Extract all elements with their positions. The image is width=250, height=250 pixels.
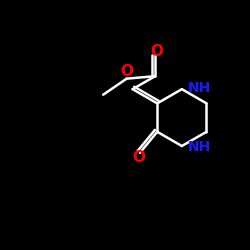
Text: NH: NH [188,81,211,95]
Text: NH: NH [188,140,211,154]
Text: O: O [132,150,145,165]
Text: O: O [120,64,133,79]
Text: O: O [150,44,163,59]
